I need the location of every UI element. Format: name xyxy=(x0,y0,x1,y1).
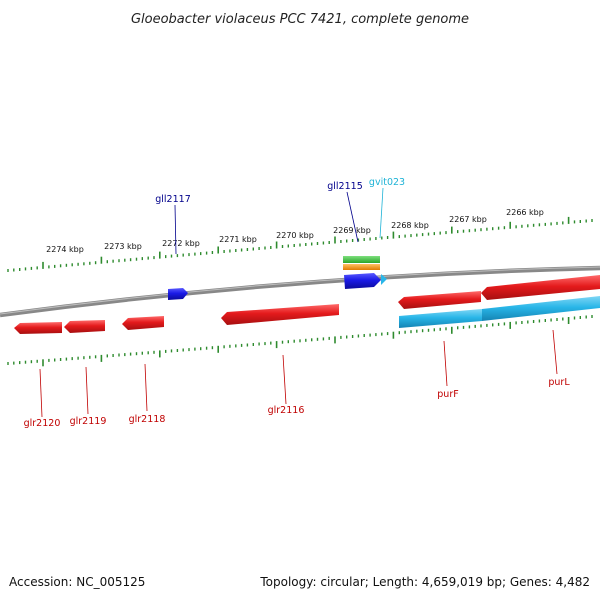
gene-label: glr2120 xyxy=(24,418,61,429)
label-leader xyxy=(346,191,359,243)
gene-label: gll2117 xyxy=(155,194,191,205)
topology-text: Topology: circular; Length: 4,659,019 bp… xyxy=(259,575,590,589)
label-leader xyxy=(282,354,287,405)
accession-text: Accession: NC_005125 xyxy=(9,575,145,589)
scale-label: 2267 kbp xyxy=(449,215,487,224)
map-title: Gloeobacter violaceus PCC 7421, complete… xyxy=(131,12,469,27)
label-leader xyxy=(174,204,177,255)
scale-label: 2274 kbp xyxy=(46,245,84,254)
gene-arrow xyxy=(344,273,381,289)
gene-arrow xyxy=(122,316,164,330)
scale-labels: 2274 kbp 2273 kbp 2272 kbp 2271 kbp 2270… xyxy=(46,208,544,254)
gene-glr2119[interactable]: glr2119 xyxy=(64,320,106,427)
gene-arrow xyxy=(64,320,105,333)
gene-label: gll2115 xyxy=(327,181,363,192)
label-leader xyxy=(85,366,89,415)
gene-label: purL xyxy=(548,377,570,388)
scale-label: 2273 kbp xyxy=(104,242,142,251)
feature-bar-orange xyxy=(343,264,380,270)
cds-bar-purL xyxy=(482,296,600,321)
gene-gll2117[interactable]: gll2117 xyxy=(155,194,191,300)
lower-tick-track xyxy=(7,315,593,367)
gene-gll2115[interactable]: gll2115 xyxy=(327,181,381,289)
feature-bar-green xyxy=(343,256,380,263)
feature-gvit023[interactable]: gvit023 xyxy=(343,177,405,285)
scale-label: 2268 kbp xyxy=(391,221,429,230)
upper-tick-track xyxy=(7,216,593,272)
gene-purL[interactable]: purL xyxy=(481,275,600,388)
label-leader xyxy=(552,329,558,375)
scale-label: 2271 kbp xyxy=(219,235,257,244)
gene-label: glr2116 xyxy=(268,405,305,416)
label-leader xyxy=(39,368,43,418)
gene-arrow xyxy=(481,275,600,300)
scale-label: 2270 kbp xyxy=(276,231,314,240)
cds-bar-purF xyxy=(399,309,482,328)
label-leader xyxy=(379,187,384,239)
genome-backbone-highlight xyxy=(0,266,600,315)
gene-label: gvit023 xyxy=(369,177,405,188)
gene-purF[interactable]: purF xyxy=(398,291,482,400)
label-leader xyxy=(443,340,448,387)
label-leader xyxy=(144,363,148,412)
gene-glr2116[interactable]: glr2116 xyxy=(221,304,339,416)
scale-label: 2269 kbp xyxy=(333,226,371,235)
gene-label: glr2119 xyxy=(70,416,107,427)
gene-label: glr2118 xyxy=(129,414,166,425)
gene-arrow xyxy=(168,288,188,300)
genome-backbone xyxy=(0,265,600,318)
gene-arrow xyxy=(221,304,339,325)
gene-glr2120[interactable]: glr2120 xyxy=(14,322,62,429)
scale-label: 2266 kbp xyxy=(506,208,544,217)
scale-label: 2272 kbp xyxy=(162,239,200,248)
gene-glr2118[interactable]: glr2118 xyxy=(122,316,165,425)
gene-arrow xyxy=(14,322,62,334)
feature-arrow-cyan xyxy=(381,274,387,285)
gene-arrow xyxy=(398,291,481,309)
gene-label: purF xyxy=(437,389,458,400)
